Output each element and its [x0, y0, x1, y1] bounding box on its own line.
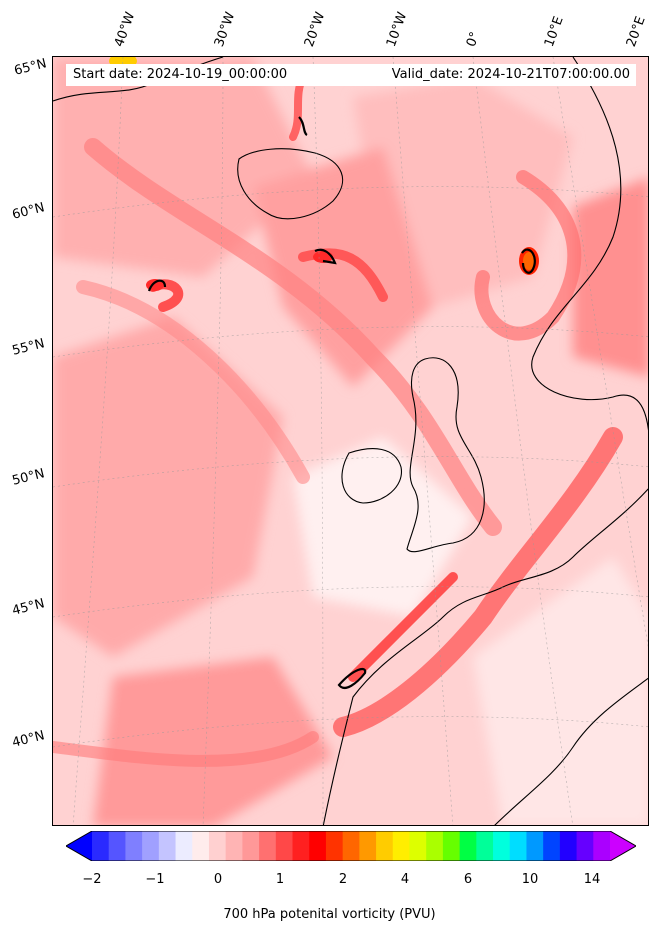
colorbar-tick: 4: [400, 872, 410, 887]
colorbar-segment: [158, 831, 177, 861]
colorbar-segment: [392, 831, 410, 861]
lat-label-45n: 45°N: [10, 596, 47, 619]
colorbar-tick: 10: [521, 872, 539, 887]
colorbar-segment: [493, 831, 511, 861]
lat-label-50n: 50°N: [10, 466, 47, 489]
lon-label-20e: 20°E: [623, 14, 649, 50]
colorbar-tick: 6: [463, 872, 473, 887]
colorbar-segment: [175, 831, 193, 861]
lat-label-40n: 40°N: [10, 728, 47, 751]
colorbar-segment: [325, 831, 344, 861]
info-bar: Start date: 2024-10-19_00:00:00 Valid_da…: [66, 64, 636, 86]
colorbar-segment: [593, 831, 611, 861]
colorbar-segment: [342, 831, 360, 861]
colorbar-segment: [192, 831, 210, 861]
colorbar-tick: 2: [338, 872, 348, 887]
colorbar-segment: [125, 831, 143, 861]
lon-label-10e: 10°E: [541, 14, 567, 50]
colorbar: [66, 831, 636, 861]
colorbar-segment: [309, 831, 327, 861]
colorbar-segment: [426, 831, 444, 861]
colorbar-segment: [509, 831, 527, 861]
lon-label-0: 0°: [463, 29, 484, 49]
lat-label-55n: 55°N: [10, 336, 47, 359]
colorbar-tick: 14: [583, 872, 601, 887]
colorbar-tick: −1: [145, 872, 165, 887]
colorbar-segment: [275, 831, 294, 861]
colorbar-segment: [242, 831, 260, 861]
valid-date-label: Valid_date: 2024-10-21T07:00:00.00: [391, 67, 630, 82]
lat-label-60n: 60°N: [10, 200, 47, 223]
colorbar-segment: [459, 831, 477, 861]
lon-label-40w: 40°W: [111, 10, 139, 49]
lon-label-30w: 30°W: [211, 10, 239, 49]
colorbar-tick: 1: [275, 872, 285, 887]
colorbar-segment: [92, 831, 110, 861]
colorbar-tick: −2: [82, 872, 102, 887]
colorbar-segment: [409, 831, 427, 861]
pv-map: [52, 56, 649, 826]
colorbar-extend-min: [66, 831, 92, 861]
colorbar-segment: [376, 831, 394, 861]
colorbar-segment: [442, 831, 461, 861]
colorbar-segment: [208, 831, 227, 861]
colorbar-segment: [559, 831, 578, 861]
colorbar-segment: [108, 831, 126, 861]
colorbar-extend-max: [610, 831, 636, 861]
colorbar-segment: [292, 831, 310, 861]
lat-label-65n: 65°N: [12, 56, 49, 79]
colorbar-segment: [526, 831, 544, 861]
colorbar-segment: [576, 831, 594, 861]
colorbar-label: 700 hPa potenital vorticity (PVU): [223, 907, 436, 922]
lon-label-10w: 10°W: [383, 10, 411, 49]
colorbar-segment: [225, 831, 243, 861]
map-canvas: [53, 57, 648, 825]
lon-label-20w: 20°W: [301, 10, 329, 49]
colorbar-segment: [476, 831, 494, 861]
colorbar-segment: [543, 831, 561, 861]
colorbar-segment: [259, 831, 277, 861]
colorbar-segment: [359, 831, 377, 861]
start-date-label: Start date: 2024-10-19_00:00:00: [73, 67, 288, 82]
colorbar-segment: [142, 831, 160, 861]
colorbar-tick: 0: [213, 872, 223, 887]
